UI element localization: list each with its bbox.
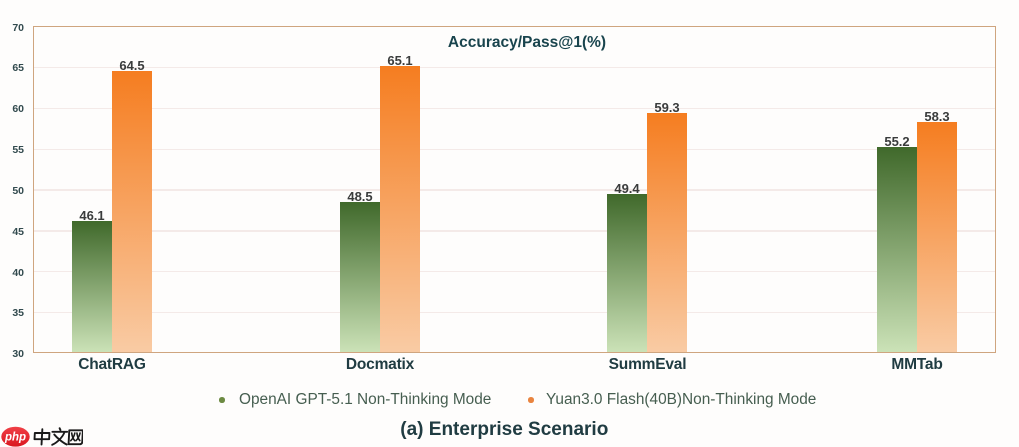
svg-text:php: php — [4, 432, 26, 444]
